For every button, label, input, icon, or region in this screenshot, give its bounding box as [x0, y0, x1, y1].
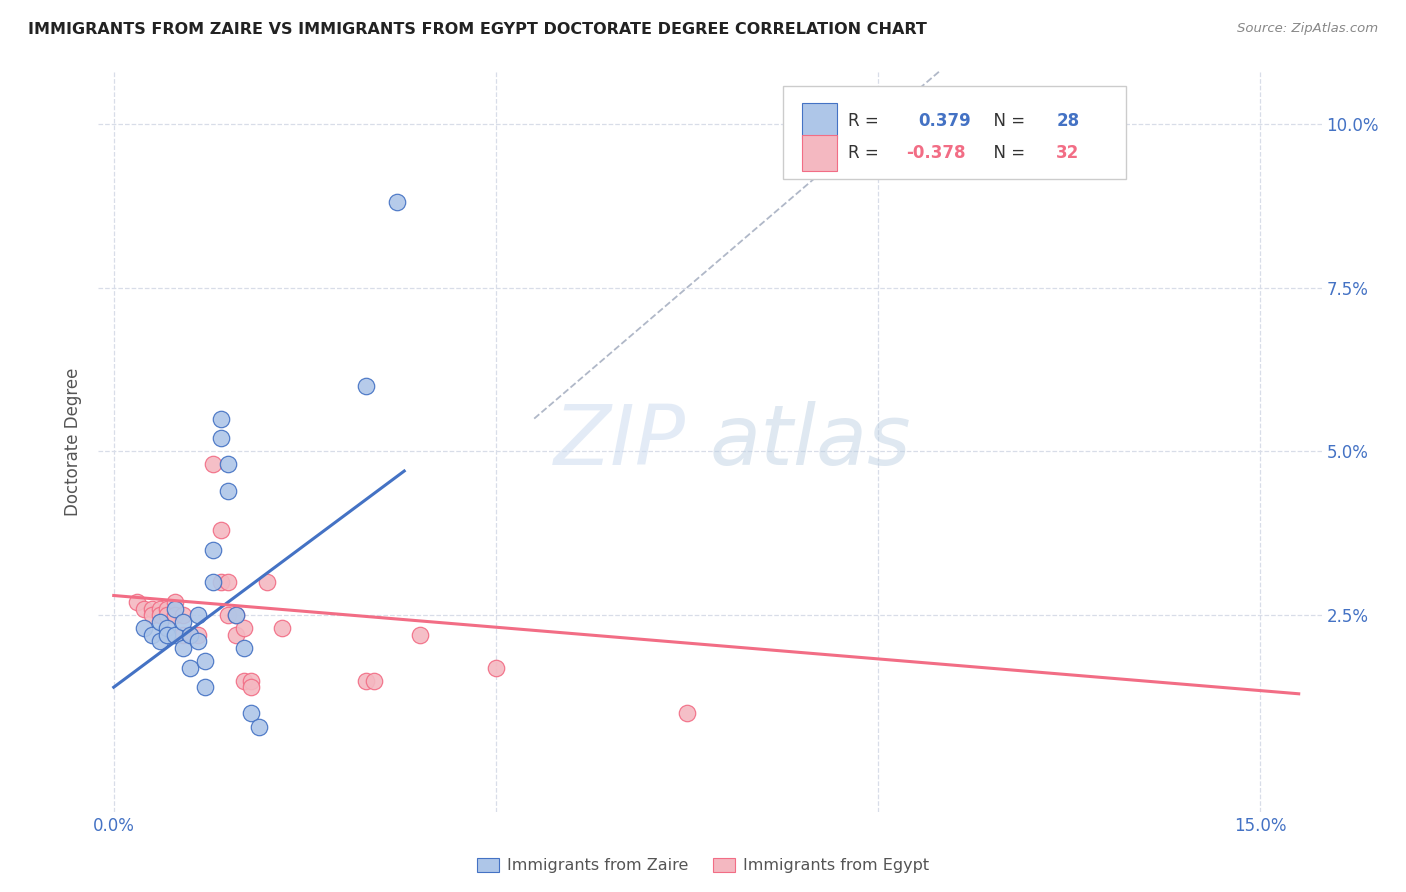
Point: [156, 608, 179, 623]
Point: [270, 621, 294, 635]
Point: [209, 523, 232, 537]
Text: -0.378: -0.378: [905, 144, 966, 161]
Point: [172, 615, 194, 629]
Point: [217, 575, 239, 590]
Point: [172, 640, 194, 655]
Point: [225, 628, 247, 642]
Point: [485, 660, 508, 674]
Point: [217, 458, 239, 472]
Point: [179, 628, 201, 642]
Point: [156, 601, 179, 615]
Text: Source: ZipAtlas.com: Source: ZipAtlas.com: [1237, 22, 1378, 36]
Point: [149, 634, 172, 648]
Point: [156, 621, 179, 635]
Point: [187, 628, 209, 642]
Text: N =: N =: [983, 112, 1031, 130]
FancyBboxPatch shape: [801, 103, 837, 139]
Text: ZIP: ZIP: [554, 401, 686, 482]
Point: [240, 706, 263, 721]
Text: 0.379: 0.379: [918, 112, 970, 130]
Point: [209, 411, 232, 425]
Point: [172, 628, 194, 642]
Point: [134, 601, 156, 615]
Text: IMMIGRANTS FROM ZAIRE VS IMMIGRANTS FROM EGYPT DOCTORATE DEGREE CORRELATION CHAR: IMMIGRANTS FROM ZAIRE VS IMMIGRANTS FROM…: [28, 22, 927, 37]
Point: [247, 720, 270, 734]
Point: [354, 379, 377, 393]
Legend: Immigrants from Zaire, Immigrants from Egypt: Immigrants from Zaire, Immigrants from E…: [471, 851, 935, 880]
Point: [163, 628, 186, 642]
Point: [187, 608, 209, 623]
Point: [232, 673, 254, 688]
Point: [194, 680, 217, 694]
Point: [385, 195, 408, 210]
Point: [232, 640, 254, 655]
Text: R =: R =: [848, 144, 884, 161]
Point: [141, 601, 163, 615]
FancyBboxPatch shape: [783, 87, 1126, 178]
Point: [225, 608, 247, 623]
Point: [163, 601, 186, 615]
Text: atlas: atlas: [710, 401, 911, 482]
Point: [240, 680, 263, 694]
Point: [354, 673, 377, 688]
Point: [202, 458, 225, 472]
Point: [156, 628, 179, 642]
Point: [217, 483, 239, 498]
Point: [163, 608, 186, 623]
Point: [149, 615, 172, 629]
Point: [363, 673, 385, 688]
FancyBboxPatch shape: [801, 135, 837, 171]
Point: [134, 621, 156, 635]
Point: [256, 575, 278, 590]
Point: [141, 628, 163, 642]
Text: N =: N =: [983, 144, 1031, 161]
Point: [149, 601, 172, 615]
Point: [240, 673, 263, 688]
Point: [209, 575, 232, 590]
Text: R =: R =: [848, 112, 890, 130]
Point: [163, 595, 186, 609]
Point: [202, 575, 225, 590]
Point: [209, 431, 232, 445]
Point: [676, 706, 699, 721]
Point: [408, 628, 430, 642]
Point: [149, 608, 172, 623]
Point: [172, 608, 194, 623]
Point: [225, 608, 247, 623]
Point: [232, 621, 254, 635]
Point: [125, 595, 148, 609]
Y-axis label: Doctorate Degree: Doctorate Degree: [65, 368, 83, 516]
Point: [141, 608, 163, 623]
Point: [194, 654, 217, 668]
Point: [217, 608, 239, 623]
Point: [179, 660, 201, 674]
Point: [202, 542, 225, 557]
Text: 28: 28: [1056, 112, 1080, 130]
Point: [179, 628, 201, 642]
Text: 32: 32: [1056, 144, 1080, 161]
Point: [187, 634, 209, 648]
